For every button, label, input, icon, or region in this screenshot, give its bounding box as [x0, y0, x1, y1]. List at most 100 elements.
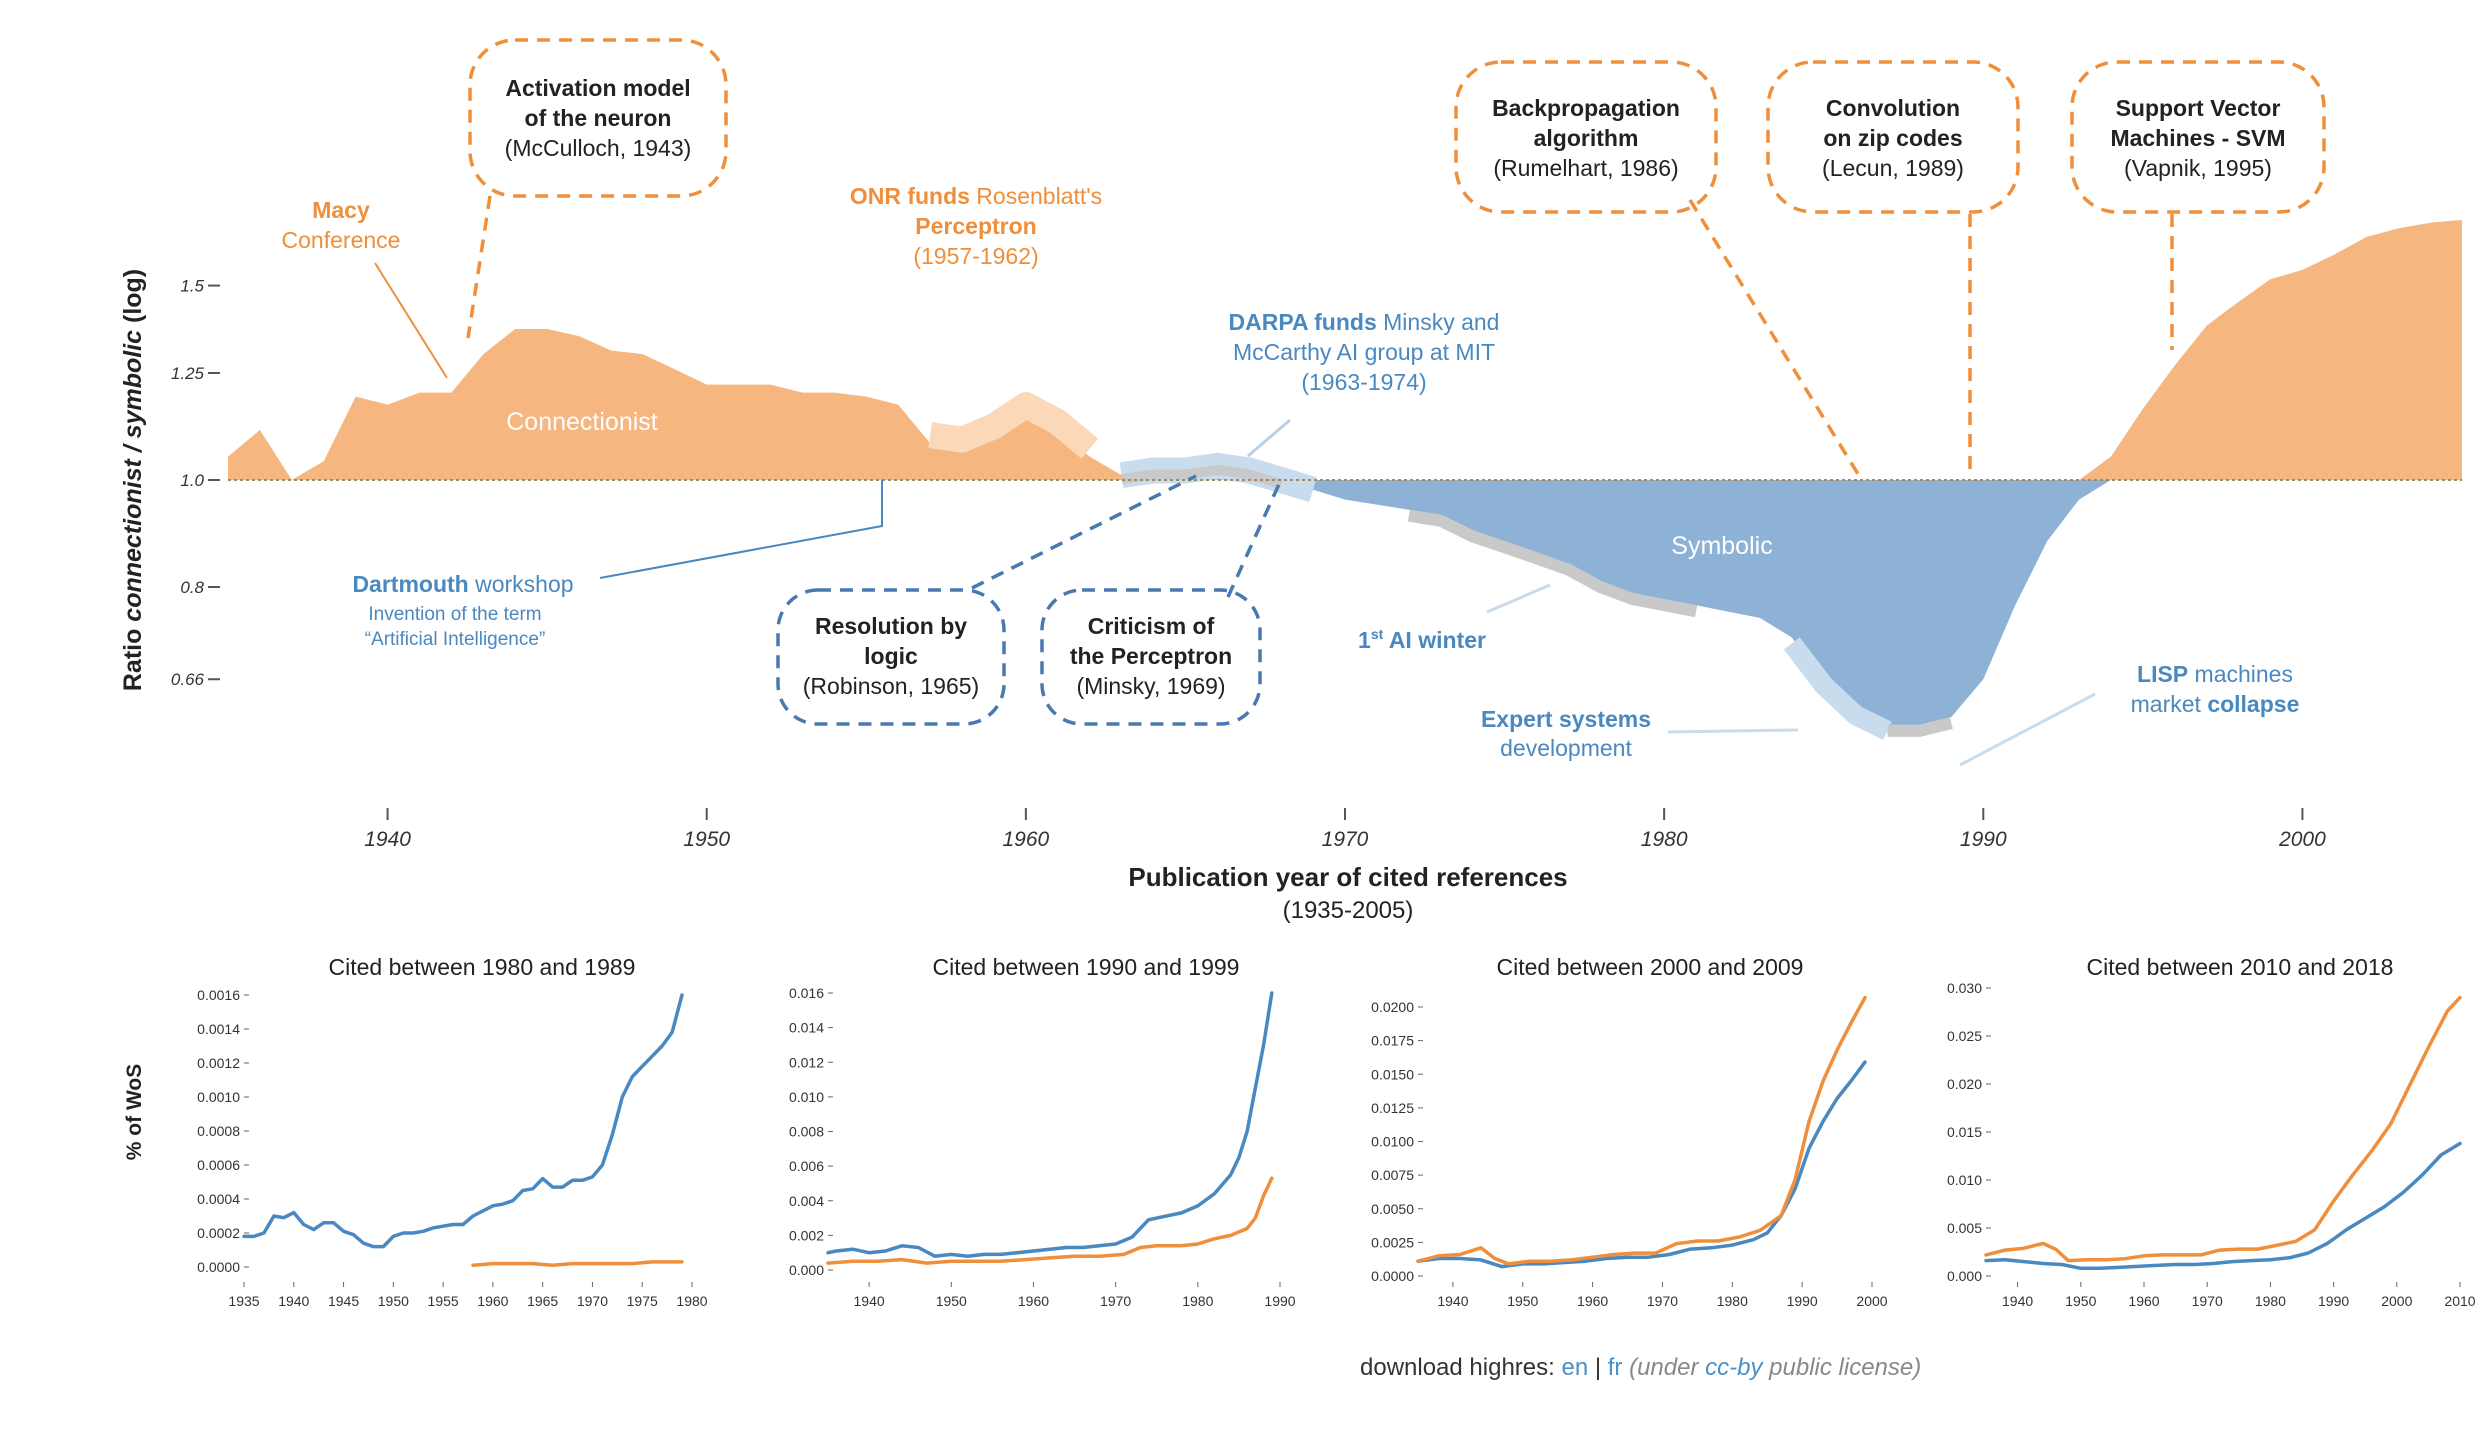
main-x-tick-label: 1950 — [683, 828, 730, 851]
ylabel-italic: connectionist / symbolic — [119, 330, 147, 622]
small-y-tick-label: 0.0002 — [197, 1225, 240, 1241]
main-y-axis: 1.5 1.25 1.0 0.8 0.66 — [171, 277, 220, 689]
cc-by-link[interactable]: cc-by — [1705, 1354, 1763, 1381]
small-x-tick-label: 1955 — [428, 1293, 459, 1309]
main-ratio-chart: 1.51.251.00.80.66 1940 1950 1960 1970 1980 19… — [119, 219, 2462, 924]
darpa-line3: (1963-1974) — [1301, 369, 1426, 395]
small-x-tick-label: 1960 — [1577, 1293, 1608, 1309]
small-y-tick-label: 0.025 — [1947, 1028, 1982, 1044]
dartmouth-line1: Dartmouth workshop — [352, 571, 573, 597]
small-x-tick-label: 1975 — [627, 1293, 658, 1309]
small-x-tick-label: 1935 — [228, 1293, 259, 1309]
activation-line2: of the neuron — [525, 105, 672, 131]
expert-line1: Expert systems — [1481, 706, 1651, 732]
lisp-bold: LISP — [2137, 661, 2188, 687]
series-line-fr — [1984, 995, 2462, 1263]
backprop-connector — [1688, 199, 1860, 475]
activation-line1: Activation model — [505, 75, 690, 101]
darpa-bold: DARPA funds — [1229, 309, 1377, 335]
main-x-axis: 1940 1950 1960 1970 1980 1990 2000 — [364, 808, 2326, 851]
ai-winter-connector — [1486, 583, 1551, 614]
footer-separator: | — [1588, 1354, 1608, 1381]
small-charts: Cited between 1980 and 19890.00000.00020… — [197, 954, 2476, 1309]
small-x-tick-label: 1940 — [278, 1293, 309, 1309]
small-chart-title: Cited between 2000 and 2009 — [1497, 954, 1804, 980]
ai-winter-highlight-band — [1407, 509, 1698, 618]
ylabel-suffix: (log) — [119, 269, 147, 330]
resolution-box — [776, 588, 1006, 726]
small-y-tick-label: 0.000 — [789, 1262, 824, 1278]
small-y-tick-label: 0.0014 — [197, 1021, 240, 1037]
small-y-tick-label: 0.0050 — [1371, 1201, 1414, 1217]
backprop-line1: Backpropagation — [1492, 95, 1680, 121]
onr-rest: Rosenblatt's — [970, 183, 1102, 209]
ai-winter-sup: st — [1371, 626, 1384, 642]
ylabel-prefix: Ratio — [119, 622, 147, 691]
small-y-tick-label: 0.030 — [1947, 980, 1982, 996]
small-y-tick-label: 0.016 — [789, 985, 824, 1001]
series-line-en — [1984, 1141, 2462, 1271]
resolution-line1: Resolution by — [815, 613, 967, 639]
dartmouth-line2: Invention of the term — [368, 604, 541, 625]
lisp-line2a: market — [2131, 691, 2208, 717]
small-y-tick-label: 0.0000 — [197, 1259, 240, 1275]
license-pre: (under — [1622, 1354, 1706, 1381]
dartmouth-line3: “Artificial Intelligence” — [365, 629, 546, 650]
small-y-tick-label: 0.0200 — [1371, 999, 1414, 1015]
small-chart-2: Cited between 1990 and 1999 0.000 0.002 0.0… — [789, 954, 1296, 1309]
download-en-link[interactable]: en — [1561, 1354, 1589, 1381]
small-x-tick-label: 1970 — [577, 1293, 608, 1309]
small-x-tick-label: 1950 — [2065, 1293, 2096, 1309]
macy-title: Macy — [312, 197, 370, 223]
backprop-line2: algorithm — [1534, 125, 1639, 151]
small-y-tick-label: 0.0000 — [1371, 1268, 1414, 1284]
main-x-axis-label: Publication year of cited references — [1128, 862, 1567, 892]
expert-line2: development — [1500, 735, 1632, 761]
onr-bold: ONR funds — [850, 183, 970, 209]
small-x-tick-label: 1950 — [378, 1293, 409, 1309]
small-chart-3: Cited between 2000 and 2009 0.0000 0.0025 0… — [1371, 954, 1888, 1309]
dartmouth-bold: Dartmouth — [352, 571, 468, 597]
darpa-rest: Minsky and — [1377, 309, 1500, 335]
convolution-line2: on zip codes — [1823, 125, 1962, 151]
symbolic-area-label: Symbolic — [1671, 532, 1772, 560]
backprop-line3: (Rumelhart, 1986) — [1493, 155, 1678, 181]
small-y-tick-label: 0.0100 — [1371, 1134, 1414, 1150]
macy-subtitle: Conference — [282, 227, 401, 253]
main-y-tick-label: 1.5 — [180, 277, 204, 296]
svm-box — [2070, 60, 2326, 214]
main-x-tick-label: 1940 — [364, 828, 411, 851]
series-line-fr — [826, 1176, 1274, 1265]
small-y-tick-label: 0.008 — [789, 1124, 824, 1140]
small-y-tick-label: 0.0025 — [1371, 1234, 1414, 1250]
small-x-tick-label: 1990 — [2318, 1293, 2349, 1309]
download-fr-link[interactable]: fr — [1607, 1354, 1623, 1381]
license-note: (under cc-by public license) — [1622, 1354, 1921, 1381]
small-y-tick-label: 0.006 — [789, 1158, 824, 1174]
dartmouth-connector — [599, 480, 883, 579]
onr-line3: (1957-1962) — [913, 243, 1038, 269]
svm-line1: Support Vector — [2116, 95, 2281, 121]
small-chart-title: Cited between 1990 and 1999 — [933, 954, 1240, 980]
main-x-axis-sublabel: (1935-2005) — [1283, 897, 1414, 924]
small-y-tick-label: 0.002 — [789, 1227, 824, 1243]
annotation-connectors — [374, 195, 2174, 767]
small-x-tick-label: 1965 — [527, 1293, 558, 1309]
small-x-tick-label: 1945 — [328, 1293, 359, 1309]
download-footer: download highres: en | fr (under cc-by p… — [1360, 1354, 1921, 1382]
small-x-tick-label: 2010 — [2444, 1293, 2475, 1309]
resolution-connector — [971, 474, 1197, 590]
small-x-tick-label: 1990 — [1264, 1293, 1295, 1309]
small-y-tick-label: 0.0175 — [1371, 1033, 1414, 1049]
small-y-tick-label: 0.015 — [1947, 1124, 1982, 1140]
small-y-tick-label: 0.000 — [1947, 1268, 1982, 1284]
expert-highlight-band — [1783, 637, 1892, 740]
small-x-tick-label: 1980 — [2255, 1293, 2286, 1309]
main-x-tick-label: 2000 — [2278, 828, 2326, 851]
annotation-texts: Macy Conference Activation model of the … — [282, 75, 2300, 761]
darpa-connector — [1247, 418, 1291, 458]
small-y-tick-label: 0.014 — [789, 1020, 824, 1036]
darpa-line1: DARPA funds Minsky and — [1229, 309, 1500, 335]
annotation-boxes — [468, 38, 2326, 726]
criticism-line3: (Minsky, 1969) — [1076, 673, 1225, 699]
